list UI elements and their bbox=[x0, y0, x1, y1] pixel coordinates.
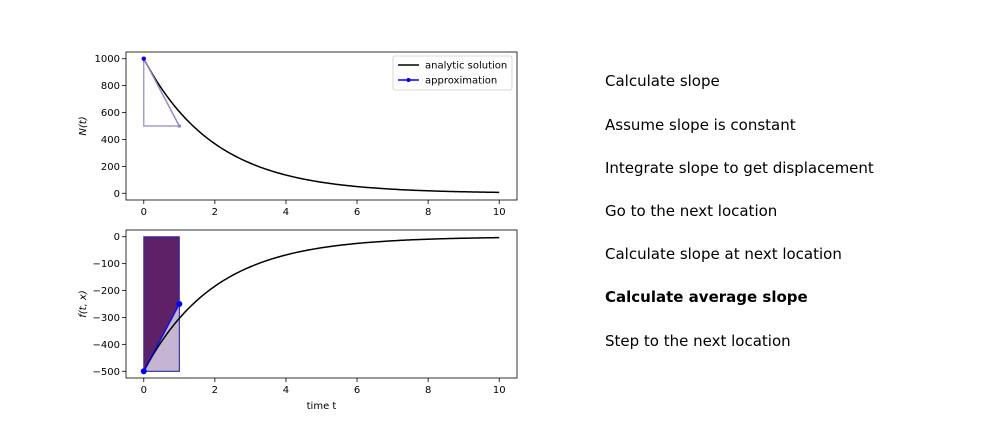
x-tick-label: 4 bbox=[283, 385, 289, 396]
legend-marker-approximation bbox=[406, 78, 411, 82]
analytic-curve bbox=[143, 58, 500, 194]
y-tick-label: −400 bbox=[93, 340, 120, 351]
y-tick-label: 600 bbox=[101, 108, 120, 119]
step-3: Integrate slope to get displacement bbox=[605, 159, 874, 177]
y-tick-label: 400 bbox=[101, 135, 120, 146]
approximation-point bbox=[141, 56, 146, 61]
slope-line-end-marker bbox=[177, 124, 182, 128]
step-1: Calculate slope bbox=[605, 72, 720, 90]
y-tick-label: −500 bbox=[93, 367, 120, 378]
y-tick-label: −200 bbox=[93, 286, 120, 297]
x-tick-label: 0 bbox=[141, 385, 147, 396]
x-axis-label: time t bbox=[307, 401, 337, 412]
approximation-slope-point bbox=[140, 368, 147, 375]
x-tick-label: 10 bbox=[493, 207, 506, 218]
step-6: Calculate average slope bbox=[605, 288, 808, 306]
x-tick-label: 2 bbox=[212, 385, 218, 396]
step-5: Calculate slope at next location bbox=[605, 245, 842, 263]
y-tick-label: −100 bbox=[93, 259, 120, 270]
x-tick-label: 2 bbox=[212, 207, 218, 218]
step-4: Go to the next location bbox=[605, 202, 778, 220]
x-tick-label: 6 bbox=[354, 207, 360, 218]
step-2: Assume slope is constant bbox=[605, 116, 796, 134]
approximation-slope-point bbox=[176, 301, 183, 307]
plot-frame bbox=[125, 229, 518, 379]
y-tick-label: 0 bbox=[114, 189, 120, 200]
plot-frame bbox=[125, 51, 518, 201]
step-7: Step to the next location bbox=[605, 332, 791, 350]
y-tick-label: 800 bbox=[101, 81, 120, 92]
y-tick-label: 200 bbox=[101, 162, 120, 173]
x-tick-label: 6 bbox=[354, 385, 360, 396]
x-tick-label: 8 bbox=[425, 385, 431, 396]
y-axis-label: N(t) bbox=[78, 116, 89, 135]
legend-box bbox=[392, 55, 513, 91]
bottom-plot-slope: 0 2 4 6 8 10 −500 −400 −300 −200 −100 0 f(t, x) time … bbox=[78, 229, 518, 412]
x-tick-label: 0 bbox=[141, 207, 147, 218]
y-tick-label: 0 bbox=[114, 232, 120, 243]
analytic-curve bbox=[143, 236, 500, 372]
x-tick-label: 10 bbox=[493, 385, 506, 396]
approximation-slope-line bbox=[143, 303, 180, 372]
y-tick-label: 1000 bbox=[95, 54, 120, 65]
top-plot-population: 0 2 4 6 8 10 0 200 400 600 800 1000 N(t) analytic sol… bbox=[78, 51, 518, 218]
x-tick-label: 8 bbox=[425, 207, 431, 218]
y-axis-label: f(t, x) bbox=[78, 290, 89, 318]
slope-line bbox=[143, 58, 180, 127]
x-tick-label: 4 bbox=[283, 207, 289, 218]
legend-label-approximation: approximation bbox=[425, 76, 497, 87]
legend-label-analytic: analytic solution bbox=[425, 61, 507, 72]
y-tick-label: −300 bbox=[93, 313, 120, 324]
